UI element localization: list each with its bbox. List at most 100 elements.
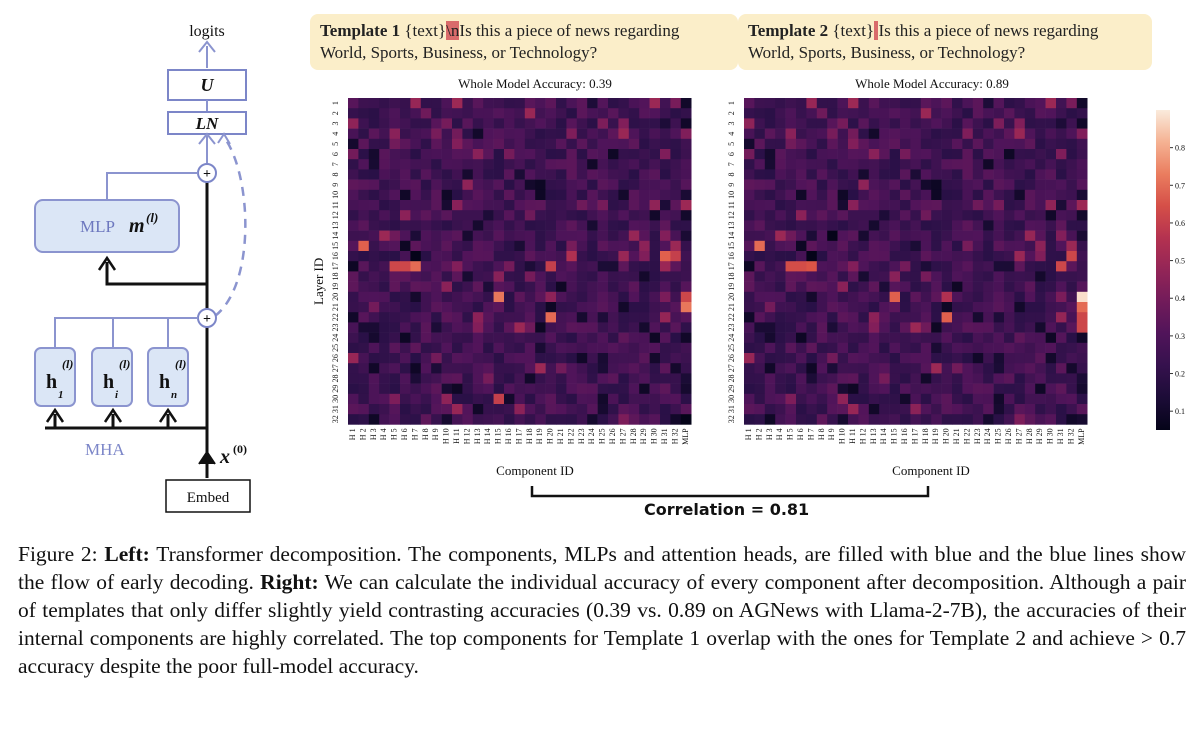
heatmap-cell	[420, 363, 432, 374]
heatmap-cell	[462, 393, 474, 405]
heatmap-cell	[389, 271, 401, 282]
heatmap-cell	[744, 240, 755, 252]
heatmap-cell	[649, 261, 661, 272]
heatmap-cell	[587, 159, 598, 170]
heatmap-cell	[858, 210, 870, 221]
heatmap-cell	[931, 128, 942, 140]
heatmap-cell	[472, 200, 484, 211]
y-tick-label: 7	[331, 162, 340, 166]
heatmap-cell	[441, 414, 453, 425]
heatmap-cell	[628, 108, 640, 119]
heatmap-cell	[639, 332, 650, 344]
heatmap-cell	[1014, 220, 1026, 231]
heatmap-cell	[462, 118, 474, 129]
heatmap-cell	[972, 322, 984, 333]
heatmap-cell	[545, 220, 557, 231]
heatmap-cell	[858, 353, 870, 364]
heatmap-cell	[649, 291, 661, 303]
heatmap-cell	[348, 271, 359, 282]
heatmap-cell	[410, 189, 422, 201]
heatmap-cell	[764, 342, 776, 354]
heatmap-cell	[348, 251, 359, 262]
heatmap-cell	[535, 138, 546, 150]
heatmap-cell	[431, 98, 442, 109]
heatmap-cell	[1066, 240, 1078, 252]
heatmap-cell	[514, 230, 526, 242]
heatmap-cell	[972, 261, 984, 272]
heatmap-cell	[868, 302, 880, 313]
heatmap-cell	[816, 312, 828, 323]
heatmap-cell	[952, 332, 963, 344]
heatmap-cell	[858, 291, 870, 303]
heatmap-cell	[608, 169, 619, 180]
heatmap-cell	[1076, 200, 1088, 211]
heatmap-cell	[420, 118, 432, 129]
heatmap-cell	[1035, 108, 1046, 119]
heatmap-cell	[848, 251, 859, 262]
heatmap-cell	[920, 108, 932, 119]
heatmap-cell	[1056, 189, 1067, 201]
heatmap-cell	[639, 200, 650, 211]
y-tick-label: 9	[727, 183, 736, 187]
heatmap-cell	[827, 118, 838, 129]
heatmap-cell	[680, 138, 692, 150]
heatmap-cell	[910, 149, 922, 160]
heatmap-cell	[618, 373, 630, 384]
heatmap-cell	[441, 353, 453, 364]
heatmap-cell	[535, 179, 546, 191]
heatmap-cell	[483, 118, 494, 129]
heatmap-cell	[368, 342, 380, 354]
heatmap-cell	[639, 393, 650, 405]
x-tick-label: H 21	[952, 428, 961, 444]
heatmap-cell	[587, 200, 598, 211]
heatmap-cell	[670, 98, 682, 109]
heatmap-cell	[858, 108, 870, 119]
heatmap-cell	[1045, 98, 1057, 109]
x-axis-label-2: Component ID	[892, 463, 970, 478]
heatmap-cell	[452, 149, 463, 160]
heatmap-cell	[1045, 210, 1057, 221]
heatmap-cell	[1045, 332, 1057, 344]
heatmap-cell	[400, 149, 411, 160]
heatmap-cell	[368, 200, 380, 211]
heatmap-cell	[1024, 291, 1036, 303]
heatmap-cell	[452, 332, 463, 344]
heatmap-cell	[1045, 240, 1057, 252]
heatmap-cell	[858, 138, 870, 150]
heatmap-cell	[587, 322, 598, 333]
heatmap-cell	[1024, 353, 1036, 364]
heatmap-cell	[900, 373, 911, 384]
heatmap-cell	[628, 189, 640, 201]
heatmap-cell	[680, 210, 692, 221]
heatmap-cell	[556, 261, 567, 272]
heatmap-cell	[764, 179, 776, 191]
heatmap-cell	[962, 271, 974, 282]
heatmap-cell	[472, 189, 484, 201]
heatmap-cell	[952, 322, 963, 333]
heatmap-cell	[431, 353, 442, 364]
heatmap-cell	[680, 302, 692, 313]
heatmap-cell	[670, 210, 682, 221]
heatmap-cell	[680, 404, 692, 415]
heatmap-cell	[941, 322, 953, 333]
heatmap-cell	[837, 189, 849, 201]
heatmap-cell	[983, 322, 994, 333]
heatmap-cell	[514, 108, 526, 119]
heatmap-cell	[848, 108, 859, 119]
heatmap-cell	[618, 149, 630, 160]
heatmap-cell	[556, 414, 567, 425]
heatmap-cell	[889, 404, 901, 415]
colorbar-tick-label: 0.8	[1175, 144, 1185, 153]
heatmap-cell	[910, 220, 922, 231]
caption-left-label: Left:	[104, 542, 150, 566]
heatmap-cell	[1024, 251, 1036, 262]
x-tick-label: H 5	[390, 428, 399, 440]
heatmap-cell	[628, 261, 640, 272]
heatmap-cell	[597, 169, 609, 180]
heatmap-cell	[680, 251, 692, 262]
template-1-label: Template 1	[320, 21, 401, 40]
heatmap-cell	[858, 220, 870, 231]
heatmap-panel-2: 1234567891011121314151617181920212223242…	[727, 98, 1088, 445]
heatmap-cell	[1035, 128, 1046, 140]
heatmap-cell	[535, 169, 546, 180]
